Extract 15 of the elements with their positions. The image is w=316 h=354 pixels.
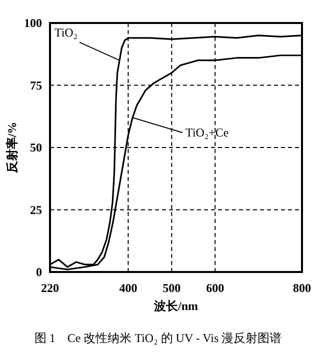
x-tick-label: 500: [162, 281, 181, 295]
y-tick-label: 75: [30, 78, 42, 92]
annotation: TiO₂: [54, 25, 78, 40]
x-tick-label: 800: [293, 281, 311, 295]
x-tick-label: 400: [119, 281, 138, 295]
y-tick-label: 25: [30, 202, 42, 217]
x-tick-label: 220: [41, 281, 59, 295]
y-tick-label: 100: [24, 16, 42, 30]
annotation: TiO₂+Ce: [186, 126, 229, 140]
x-tick-label: 600: [206, 281, 224, 295]
y-tick-label: 50: [30, 140, 42, 154]
y-axis-title: 反射率/%: [5, 122, 19, 174]
y-tick-label: 0: [36, 265, 42, 279]
x-axis-title: 波长/nm: [152, 299, 198, 313]
caption: 图 1 Ce 改性纳米 TiO₂ 的 UV - Vis 漫反射图谱: [34, 331, 282, 345]
